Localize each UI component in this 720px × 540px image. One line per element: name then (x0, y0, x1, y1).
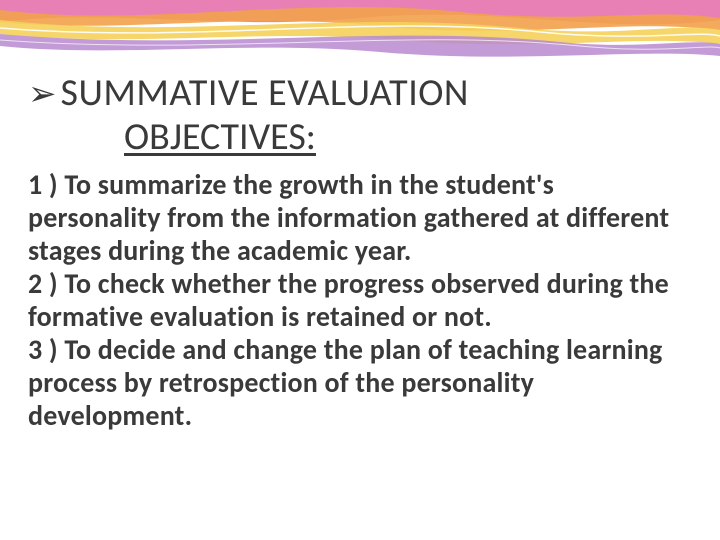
body-text: 1 ) To summarize the growth in the stude… (28, 168, 692, 432)
objective-1: 1 ) To summarize the growth in the stude… (28, 168, 692, 267)
slide-content: ➢ SUMMATIVE EVALUATION OBJECTIVES: 1 ) T… (0, 0, 720, 432)
objective-3: 3 ) To decide and change the plan of tea… (28, 333, 692, 432)
title-sub: OBJECTIVES: (124, 114, 692, 160)
title-line-1: ➢ SUMMATIVE EVALUATION (28, 70, 692, 116)
arrow-bullet-icon: ➢ (28, 78, 57, 112)
title-main: SUMMATIVE EVALUATION (61, 70, 469, 116)
objective-2: 2 ) To check whether the progress observ… (28, 267, 692, 333)
